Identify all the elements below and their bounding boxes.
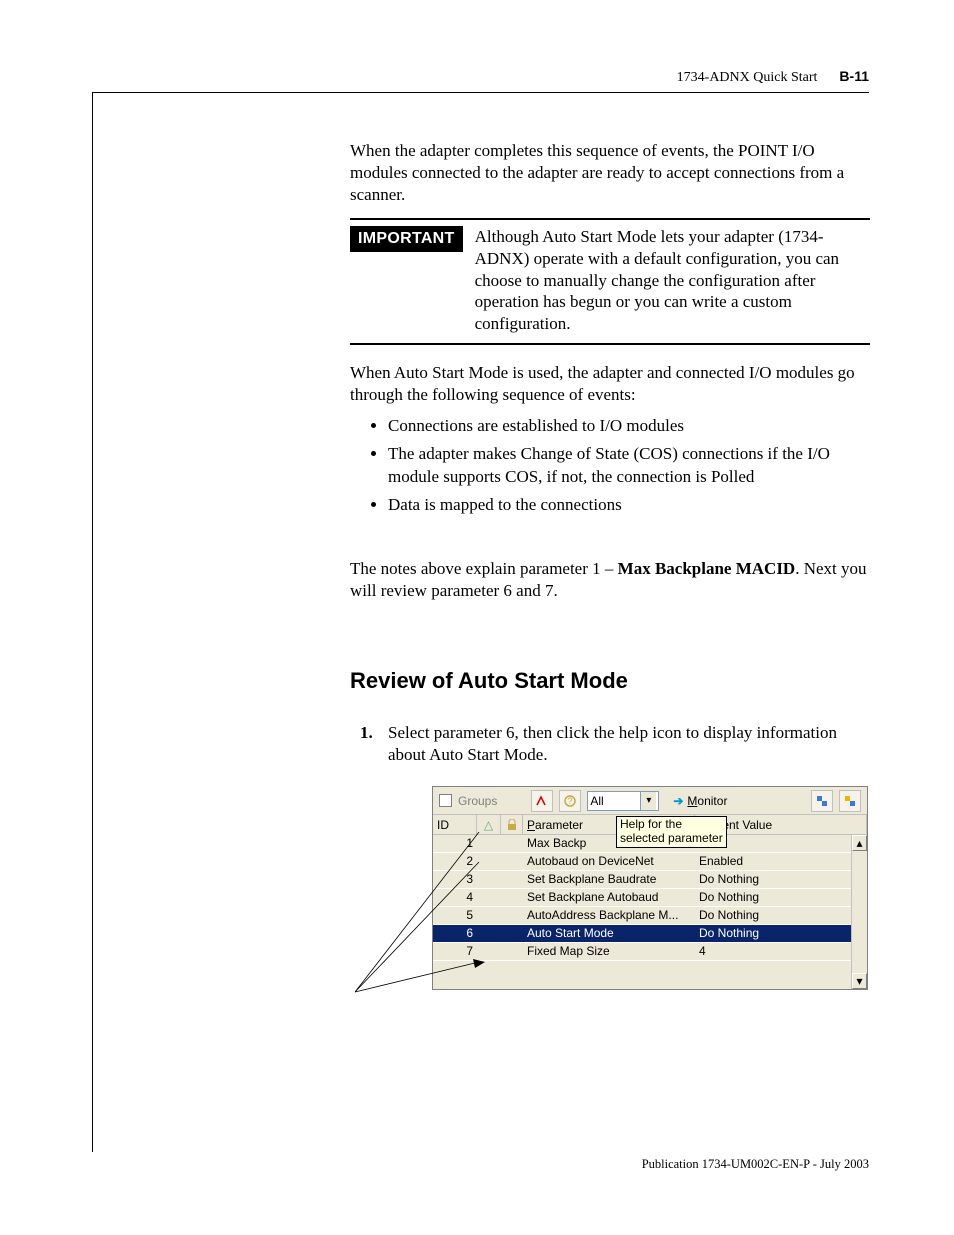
cell-lock (501, 925, 523, 942)
tooltip-line-1: Help for the (620, 817, 682, 831)
grid-body: 1Max Backp312Autobaud on DeviceNetEnable… (433, 835, 867, 961)
cell-parameter: AutoAddress Backplane M... (523, 907, 695, 924)
arrow-right-icon: ➔ (673, 794, 683, 808)
cell-parameter: Autobaud on DeviceNet (523, 853, 695, 870)
tooltip-line-2: selected parameter (620, 831, 723, 845)
groups-label: Groups (458, 794, 497, 808)
running-header: 1734-ADNX Quick Start B-11 (677, 68, 869, 86)
sequence-intro-paragraph: When Auto Start Mode is used, the adapte… (350, 362, 870, 406)
cell-value: Enabled (695, 853, 867, 870)
intro-paragraph: When the adapter completes this sequence… (350, 140, 870, 205)
step-1: 1. Select parameter 6, then click the he… (360, 722, 870, 766)
table-row[interactable]: 3Set Backplane BaudrateDo Nothing (433, 871, 867, 889)
svg-text:?: ? (568, 796, 573, 806)
bullet-item: Data is mapped to the connections (388, 494, 870, 516)
cell-value: Do Nothing (695, 907, 867, 924)
cell-lock (501, 889, 523, 906)
filter-select[interactable]: All (587, 791, 659, 811)
important-badge: IMPORTANT (350, 226, 463, 252)
cell-value: Do Nothing (695, 925, 867, 942)
sequence-bullet-list: Connections are established to I/O modul… (370, 415, 870, 523)
cell-value: Do Nothing (695, 889, 867, 906)
cell-lock (501, 835, 523, 852)
publication-footer: Publication 1734-UM002C-EN-P - July 2003 (642, 1157, 869, 1172)
cell-lock (501, 943, 523, 960)
cell-lock (501, 871, 523, 888)
important-callout: IMPORTANT Although Auto Start Mode lets … (350, 218, 870, 345)
filter-value: All (590, 794, 603, 808)
notes-bold: Max Backplane MACID (618, 559, 796, 578)
col-header-lock-icon[interactable] (501, 815, 523, 834)
scroll-up-button[interactable]: ▴ (852, 835, 867, 851)
step-text: Select parameter 6, then click the help … (388, 722, 870, 766)
table-row[interactable]: 7Fixed Map Size4 (433, 943, 867, 961)
chevron-down-icon (640, 792, 656, 810)
step-number: 1. (360, 722, 380, 766)
toolbar-icon-3[interactable] (811, 790, 833, 812)
cell-value: 4 (695, 943, 867, 960)
cell-parameter: Fixed Map Size (523, 943, 695, 960)
cell-parameter: Set Backplane Autobaud (523, 889, 695, 906)
bullet-item: Connections are established to I/O modul… (388, 415, 870, 437)
table-row[interactable]: 4Set Backplane AutobaudDo Nothing (433, 889, 867, 907)
scroll-down-button[interactable]: ▾ (852, 973, 867, 989)
bullet-item: The adapter makes Change of State (COS) … (388, 443, 870, 488)
cell-parameter: Auto Start Mode (523, 925, 695, 942)
cell-lock (501, 853, 523, 870)
monitor-button[interactable]: ➔ Monitor (673, 794, 727, 808)
help-icon[interactable]: ? (559, 790, 581, 812)
notes-pre: The notes above explain parameter 1 – (350, 559, 618, 578)
vertical-scrollbar[interactable]: ▴ ▾ (851, 835, 867, 989)
section-heading: Review of Auto Start Mode (350, 668, 628, 694)
table-row[interactable]: 2Autobaud on DeviceNetEnabled (433, 853, 867, 871)
margin-rule (92, 92, 93, 1152)
table-row[interactable]: 5AutoAddress Backplane M...Do Nothing (433, 907, 867, 925)
help-tooltip: Help for the selected parameter (616, 816, 727, 848)
table-row[interactable]: 6Auto Start ModeDo Nothing (433, 925, 867, 943)
monitor-label: Monitor (687, 794, 727, 808)
cell-value: Do Nothing (695, 871, 867, 888)
cell-lock (501, 907, 523, 924)
important-text: Although Auto Start Mode lets your adapt… (475, 226, 870, 335)
header-rule (92, 92, 869, 93)
notes-paragraph: The notes above explain parameter 1 – Ma… (350, 558, 870, 602)
callout-leader-lines (355, 832, 485, 994)
doc-title: 1734-ADNX Quick Start (677, 70, 818, 86)
page-number: B-11 (839, 68, 869, 84)
toolbar-icon-1[interactable] (531, 790, 553, 812)
groups-checkbox[interactable] (439, 794, 452, 807)
cell-parameter: Set Backplane Baudrate (523, 871, 695, 888)
toolbar-icon-4[interactable] (839, 790, 861, 812)
toolbar: Groups ? All ➔ Monitor (433, 787, 867, 815)
